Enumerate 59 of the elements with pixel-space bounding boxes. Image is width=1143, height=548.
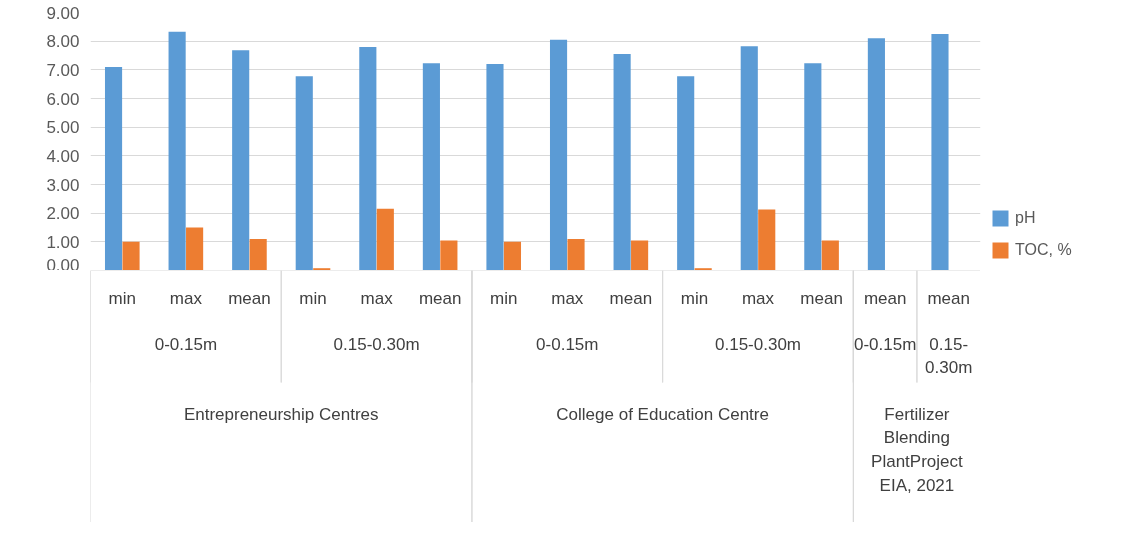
category-label: mean [418, 288, 462, 308]
category-label: min [108, 288, 136, 308]
y-tick-label: 4.00 [46, 146, 80, 166]
bar [567, 238, 585, 270]
category-label: min [680, 288, 709, 308]
bar [503, 241, 522, 270]
legend-label: TOC, % [1015, 241, 1073, 259]
category-label: 0.15-0.30m [925, 334, 973, 378]
bar [631, 240, 649, 270]
bar [931, 34, 949, 270]
category-label: mean [228, 288, 271, 308]
category-label: mean [863, 288, 907, 308]
bar [613, 54, 631, 270]
category-label: Entrepreneurship Centres [183, 404, 379, 424]
y-tick-label: 6.00 [46, 89, 80, 109]
category-label: 0.15-0.30m [333, 334, 420, 354]
y-tick-label: 1.00 [46, 232, 80, 252]
bar [122, 241, 140, 270]
bar [168, 31, 186, 270]
bar [376, 208, 394, 270]
bar [758, 209, 776, 270]
bar [295, 76, 313, 270]
y-tick-label: 9.00 [46, 3, 80, 23]
category-label: College of Education Centre [556, 404, 769, 424]
y-tick-label: 5.00 [46, 118, 80, 138]
category-label: max [169, 288, 202, 308]
bar [422, 63, 440, 270]
bar [359, 46, 377, 270]
bar [232, 50, 250, 270]
y-tick-label: 0.00 [46, 255, 80, 275]
y-tick-label: 8.00 [46, 32, 80, 52]
bar [104, 66, 123, 270]
category-label: mean [609, 288, 653, 308]
category-label: 0-0.15m [154, 334, 218, 354]
category-label: Fertilizer Blending PlantProject EIA, 2021 [871, 404, 963, 495]
category-label: min [490, 288, 518, 308]
bar [549, 39, 568, 270]
category-label: mean [927, 288, 970, 308]
bar [440, 240, 458, 270]
category-label: max [741, 288, 775, 308]
y-tick-label: 2.00 [46, 204, 80, 224]
category-label: 0.15-0.30m [715, 334, 801, 354]
category-label: 0-0.15m [536, 334, 599, 354]
bar [249, 238, 267, 270]
category-label: mean [800, 288, 843, 308]
bar [486, 64, 504, 270]
bar [821, 240, 839, 270]
bar [186, 227, 204, 270]
y-tick-label: 3.00 [46, 175, 80, 195]
category-label: 0-0.15m [853, 334, 917, 354]
y-tick-label: 7.00 [46, 60, 80, 80]
category-label: max [360, 288, 393, 308]
bar [677, 76, 695, 270]
bar [804, 63, 822, 270]
legend-label: pH [1015, 209, 1037, 227]
bar [740, 46, 758, 270]
category-label: min [299, 288, 327, 308]
category-label: max [551, 288, 584, 308]
bar [867, 38, 885, 270]
